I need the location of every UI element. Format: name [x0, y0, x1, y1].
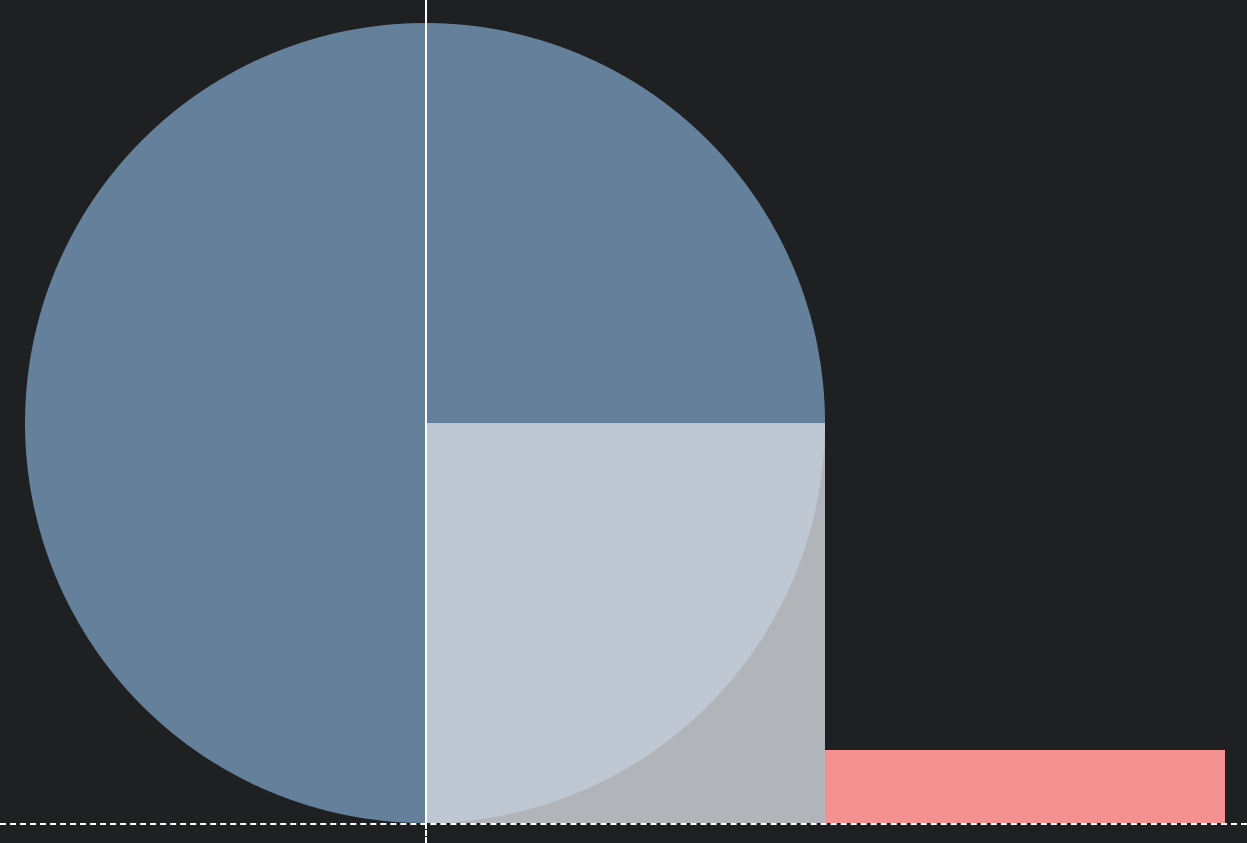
y-axis-line-solid	[425, 0, 427, 823]
y-axis-line-dashed	[425, 823, 427, 843]
x-axis-line	[0, 823, 1247, 825]
overlay-rectangle-shape	[425, 423, 825, 823]
bar-shape	[825, 750, 1225, 823]
plot-area	[25, 23, 1225, 823]
